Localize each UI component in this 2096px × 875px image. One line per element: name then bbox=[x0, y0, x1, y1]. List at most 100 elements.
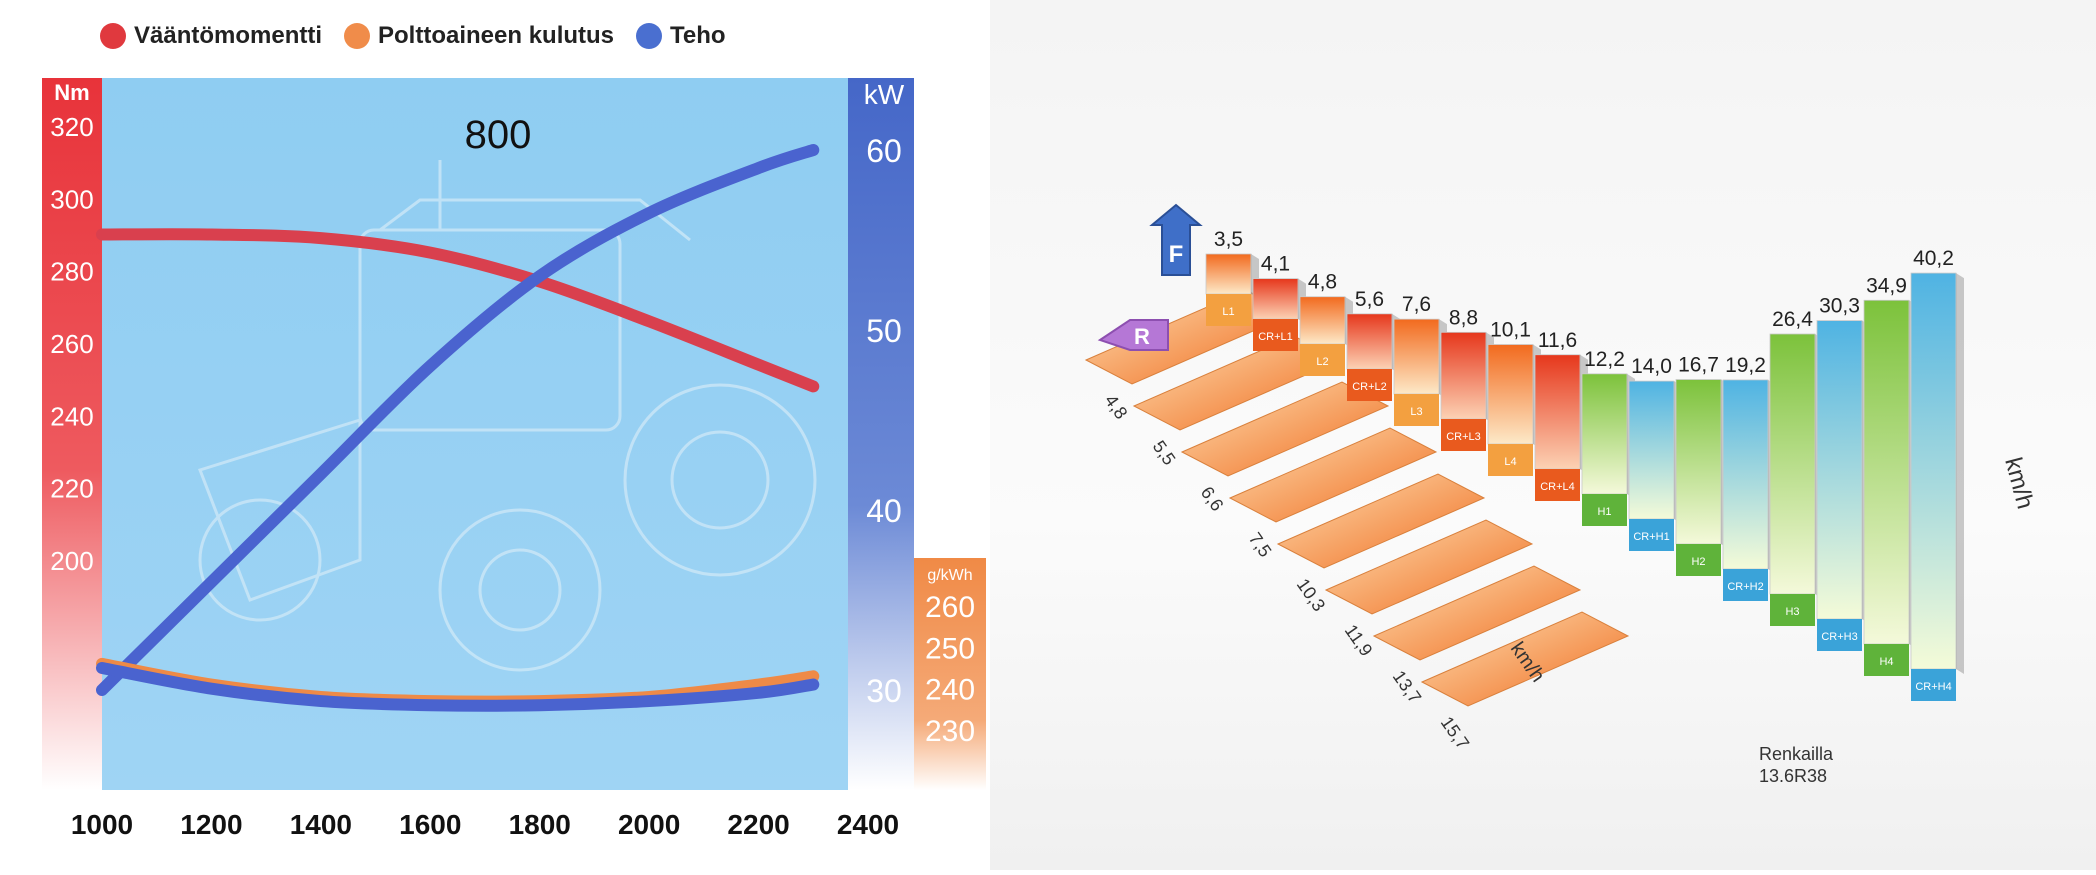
torque-tick-label: 200 bbox=[50, 546, 93, 576]
reverse-speed-label: 5,5 bbox=[1149, 437, 1180, 469]
gear-label: H4 bbox=[1879, 656, 1893, 668]
reverse-speed-label: 6,6 bbox=[1197, 483, 1228, 515]
gear-label: H2 bbox=[1691, 556, 1705, 568]
x-tick-label: 1200 bbox=[180, 809, 242, 840]
legend-item-power: Teho bbox=[636, 22, 726, 50]
power-tick-label: 50 bbox=[866, 313, 902, 349]
gear-label: CR+L2 bbox=[1352, 381, 1387, 393]
bar-side-shade bbox=[1956, 273, 1964, 674]
fuel-tick-label: 240 bbox=[925, 674, 975, 707]
fuel-tick-label: 230 bbox=[925, 715, 975, 748]
gear-band bbox=[1723, 569, 1768, 601]
gear-band bbox=[1629, 519, 1674, 551]
legend-swatch-power bbox=[636, 23, 663, 49]
unit-label: km/h bbox=[1999, 455, 2039, 512]
forward-label: F bbox=[1169, 241, 1184, 268]
gear-speed-svg: 15,7 13,7 11,9 10,3 7,5 6,6 5,5 4,8 L1 3,5 CR+L1 4,… bbox=[1084, 203, 2039, 786]
forward-speed-bar bbox=[1675, 379, 1722, 545]
gear-band bbox=[1206, 294, 1251, 326]
gear-label: CR+L4 bbox=[1540, 481, 1575, 493]
torque-tick-label: 280 bbox=[50, 257, 93, 287]
forward-speed-bar bbox=[1205, 253, 1252, 295]
gear-label: CR+H3 bbox=[1821, 631, 1857, 643]
power-tick-label: 60 bbox=[866, 133, 902, 169]
gear-label: CR+L3 bbox=[1446, 431, 1481, 443]
gear-label: H1 bbox=[1597, 506, 1611, 518]
gear-band bbox=[1488, 444, 1533, 476]
forward-speed-bar bbox=[1299, 296, 1346, 345]
torque-axis-band bbox=[42, 78, 102, 790]
gear-label: CR+H2 bbox=[1727, 581, 1763, 593]
gear-band bbox=[1582, 494, 1627, 526]
gear-label: CR+H4 bbox=[1915, 681, 1951, 693]
gear-label: H3 bbox=[1785, 606, 1799, 618]
legend-label-power: Teho bbox=[670, 22, 726, 49]
forward-speed-bar bbox=[1252, 278, 1299, 320]
forward-speed-bar bbox=[1346, 313, 1393, 370]
forward-speed-bar bbox=[1487, 344, 1534, 445]
torque-tick-label: 220 bbox=[50, 474, 93, 504]
forward-speed-label: 16,7 bbox=[1678, 354, 1719, 377]
x-tick-label: 2000 bbox=[618, 809, 680, 840]
fuel-tick-label: 250 bbox=[925, 632, 975, 665]
gear-band bbox=[1911, 669, 1956, 701]
gear-band bbox=[1770, 594, 1815, 626]
fuel-tick-label: 260 bbox=[925, 591, 975, 624]
torque-tick-label: 300 bbox=[50, 184, 93, 214]
reverse-gear-strip bbox=[1180, 381, 1390, 477]
engine-performance-chart: Vääntömomentti Polttoaineen kulutus Teho bbox=[0, 0, 990, 870]
forward-speed-label: 40,2 bbox=[1913, 247, 1954, 270]
reverse-speed-label: 15,7 bbox=[1437, 713, 1473, 753]
torque-tick-label: 260 bbox=[50, 329, 93, 359]
gear-band bbox=[1864, 644, 1909, 676]
forward-speed-bar bbox=[1722, 379, 1769, 570]
x-tick-label: 1000 bbox=[71, 809, 133, 840]
gear-speed-chart: 15,7 13,7 11,9 10,3 7,5 6,6 5,5 4,8 L1 3,5 CR+L1 4,… bbox=[990, 0, 2096, 870]
gear-label: CR+L1 bbox=[1258, 331, 1293, 343]
legend-label-torque: Vääntömomentti bbox=[134, 22, 323, 49]
forward-speed-bar bbox=[1393, 318, 1440, 395]
engine-chart-svg: Nm kW g/kWh 320 300 280 260 240 220 200 60 50 40 30 26… bbox=[42, 78, 986, 840]
x-tick-label: 2200 bbox=[727, 809, 789, 840]
forward-speed-label: 34,9 bbox=[1866, 274, 1907, 297]
forward-speed-label: 3,5 bbox=[1214, 228, 1243, 251]
torque-tick-label: 320 bbox=[50, 112, 93, 142]
reverse-label: R bbox=[1134, 324, 1150, 349]
x-tick-label: 1400 bbox=[290, 809, 352, 840]
axis-ticks: Nm kW g/kWh 320 300 280 260 240 220 200 60 50 40 30 26… bbox=[50, 79, 975, 840]
x-tick-label: 2400 bbox=[837, 809, 899, 840]
gear-band bbox=[1253, 319, 1298, 351]
forward-speed-label: 5,6 bbox=[1355, 288, 1384, 311]
gear-band bbox=[1394, 394, 1439, 426]
legend-item-torque: Vääntömomentti bbox=[100, 22, 322, 50]
forward-speed-bar bbox=[1440, 331, 1487, 420]
series-line-torque bbox=[96, 228, 820, 393]
legend-swatch-fuel bbox=[344, 23, 371, 49]
gear-label: CR+H1 bbox=[1633, 531, 1669, 543]
gear-band bbox=[1441, 419, 1486, 451]
forward-speed-label: 4,1 bbox=[1261, 253, 1290, 276]
reverse-arrow-icon: R bbox=[1097, 319, 1169, 351]
reverse-speed-label: 7,5 bbox=[1245, 529, 1276, 561]
forward-speed-label: 30,3 bbox=[1819, 295, 1860, 318]
forward-speed-bar bbox=[1581, 373, 1628, 495]
x-tick-label: 1600 bbox=[399, 809, 461, 840]
gear-label: L1 bbox=[1222, 306, 1234, 318]
tire-note-line-2: 13.6R38 bbox=[1759, 766, 1827, 786]
plot-area bbox=[102, 78, 848, 790]
gear-bars: 15,7 13,7 11,9 10,3 7,5 6,6 5,5 4,8 L1 3,5 CR+L1 4,… bbox=[1084, 228, 1964, 753]
torque-unit-label: Nm bbox=[54, 80, 89, 105]
forward-speed-label: 10,1 bbox=[1490, 319, 1531, 342]
reverse-speed-label: 4,8 bbox=[1101, 391, 1132, 423]
forward-speed-bar bbox=[1769, 333, 1816, 595]
fuel-axis-band bbox=[914, 558, 986, 790]
gear-label: L3 bbox=[1410, 406, 1422, 418]
tractor-silhouette bbox=[198, 160, 817, 672]
fuel-unit-label: g/kWh bbox=[927, 567, 972, 584]
reverse-speed-label: 10,3 bbox=[1293, 575, 1329, 615]
power-axis-band bbox=[848, 78, 914, 790]
forward-speed-label: 8,8 bbox=[1449, 306, 1478, 329]
series-line-fuel-alt bbox=[96, 662, 820, 712]
tire-note-line-1: Renkailla bbox=[1759, 744, 1834, 764]
gear-band bbox=[1300, 344, 1345, 376]
